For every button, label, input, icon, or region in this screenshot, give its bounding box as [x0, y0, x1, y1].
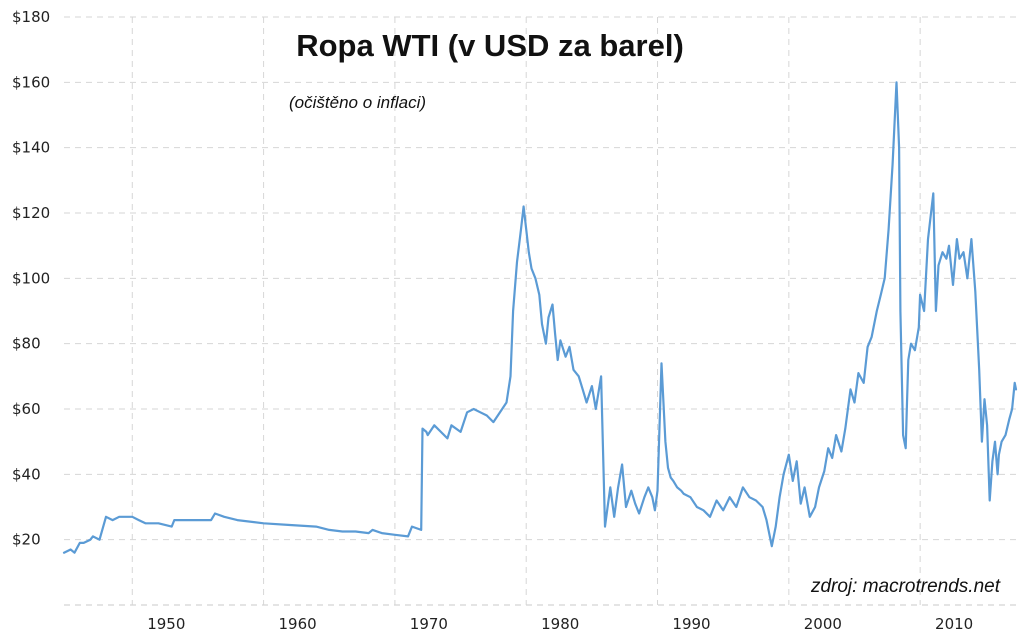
chart-title: Ropa WTI (v USD za barel) [296, 28, 684, 63]
chart-subtitle: (očištěno o inflaci) [289, 93, 426, 112]
y-tick-label: $120 [12, 204, 50, 222]
x-tick-label: 2000 [804, 615, 842, 633]
x-tick-label: 1950 [147, 615, 185, 633]
series-layer [62, 81, 1018, 554]
x-tick-label: 1970 [410, 615, 448, 633]
x-tick-label: 1960 [278, 615, 316, 633]
price-series-line [62, 81, 1018, 554]
y-tick-label: $60 [12, 400, 41, 418]
x-tick-label: 1980 [541, 615, 579, 633]
y-tick-label: $140 [12, 139, 50, 157]
y-tick-label: $100 [12, 269, 50, 287]
y-tick-label: $40 [12, 465, 41, 483]
y-tick-label: $80 [12, 335, 41, 353]
y-tick-label: $20 [12, 531, 41, 549]
x-tick-label: 1990 [672, 615, 710, 633]
x-tick-label: 2010 [935, 615, 973, 633]
y-tick-label: $180 [12, 8, 50, 26]
source-note: zdroj: macrotrends.net [810, 576, 1001, 597]
grid-layer [64, 16, 1016, 606]
tick-label-layer: $20 $40 $60 $80 $100 $120 $140 $160 $180 1950 1960… [12, 8, 973, 633]
y-tick-label: $160 [12, 73, 50, 91]
